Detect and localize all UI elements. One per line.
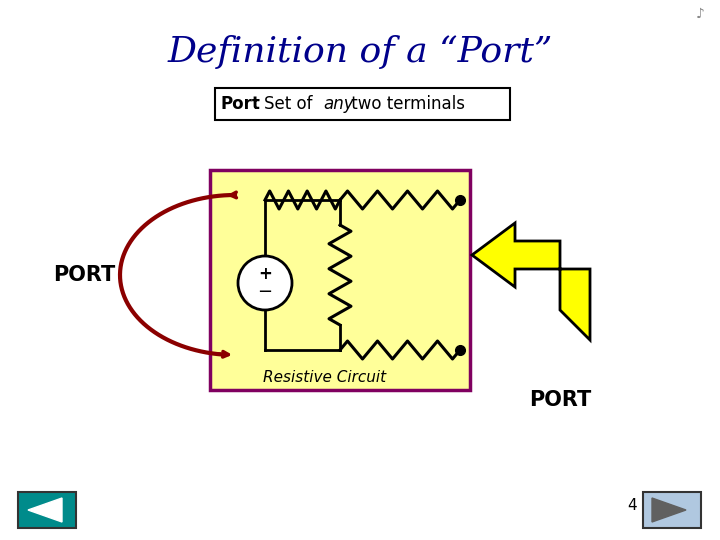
FancyBboxPatch shape [210, 170, 470, 390]
Text: any: any [323, 95, 354, 113]
Text: PORT: PORT [529, 390, 591, 410]
Text: −: − [258, 283, 273, 301]
Text: ♪: ♪ [696, 7, 704, 21]
Polygon shape [472, 223, 590, 340]
FancyBboxPatch shape [18, 492, 76, 528]
FancyBboxPatch shape [643, 492, 701, 528]
Text: two terminals: two terminals [346, 95, 465, 113]
Circle shape [238, 256, 292, 310]
Text: Port: Port [221, 95, 261, 113]
Polygon shape [652, 498, 686, 522]
Text: Resistive Circuit: Resistive Circuit [264, 370, 387, 386]
Text: PORT: PORT [53, 265, 115, 285]
Polygon shape [28, 498, 62, 522]
Text: +: + [258, 265, 272, 283]
Text: Definition of a “Port”: Definition of a “Port” [167, 35, 553, 69]
FancyBboxPatch shape [215, 88, 510, 120]
Text: : Set of: : Set of [253, 95, 318, 113]
Text: 4: 4 [627, 498, 637, 514]
